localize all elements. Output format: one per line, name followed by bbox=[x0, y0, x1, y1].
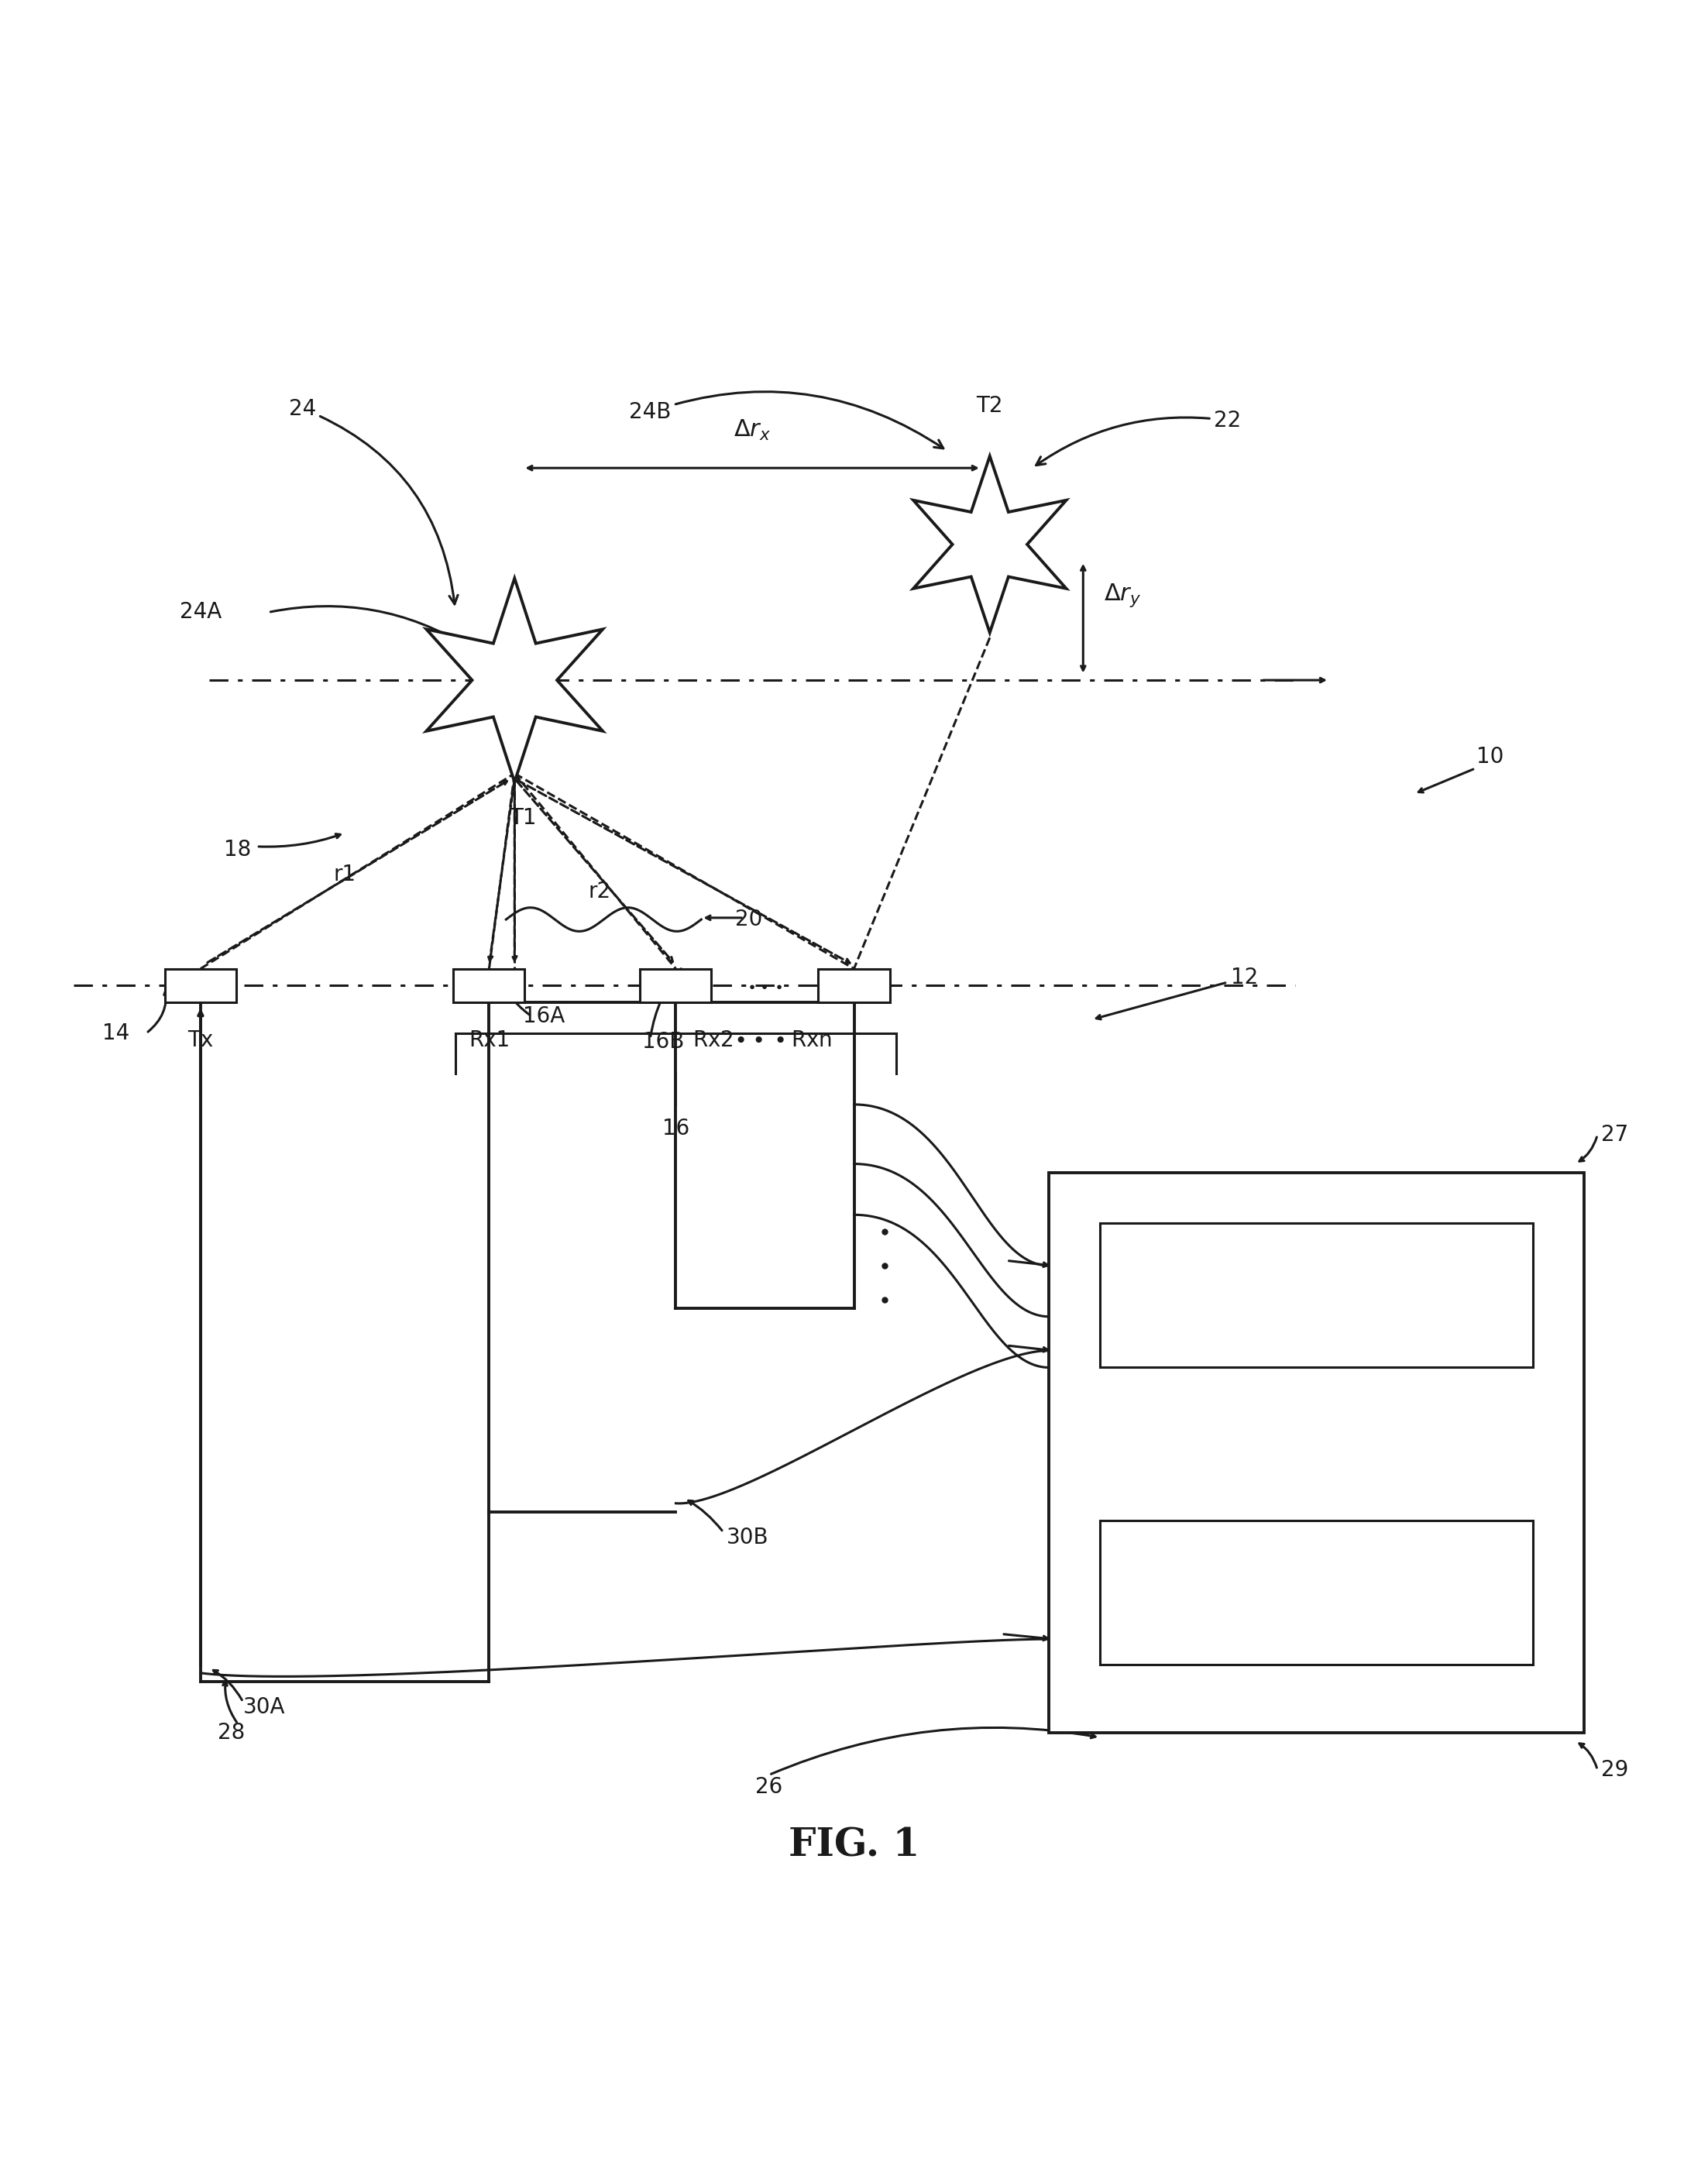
Text: Rx2$\bullet\bullet\bullet$Rxn: Rx2$\bullet\bullet\bullet$Rxn bbox=[693, 1029, 832, 1051]
Polygon shape bbox=[914, 455, 1066, 632]
Text: $\bullet\bullet\bullet$: $\bullet\bullet\bullet$ bbox=[746, 978, 782, 993]
Text: 24B: 24B bbox=[629, 391, 943, 449]
Text: 12: 12 bbox=[1231, 967, 1259, 988]
Bar bbox=[1049, 1172, 1583, 1733]
Bar bbox=[640, 969, 712, 1003]
Text: 30: 30 bbox=[1083, 1230, 1110, 1252]
Text: 30A: 30A bbox=[243, 1696, 285, 1718]
Bar bbox=[166, 969, 236, 1003]
Text: 22: 22 bbox=[1037, 410, 1242, 466]
Text: 10: 10 bbox=[1477, 747, 1505, 768]
Text: PROCESSOR: PROCESSOR bbox=[1250, 1284, 1383, 1306]
Text: r2: r2 bbox=[588, 880, 611, 902]
Text: 18: 18 bbox=[224, 839, 251, 861]
Text: 16: 16 bbox=[663, 1118, 690, 1139]
Bar bbox=[1100, 1519, 1532, 1664]
Text: 16A: 16A bbox=[523, 1006, 565, 1027]
Text: RECEIVER: RECEIVER bbox=[1262, 1582, 1370, 1603]
Text: $\Delta r_x$: $\Delta r_x$ bbox=[733, 419, 770, 442]
Text: FIG. 1: FIG. 1 bbox=[789, 1828, 919, 1865]
Text: 27: 27 bbox=[1600, 1124, 1628, 1146]
Text: Rx1: Rx1 bbox=[468, 1029, 509, 1051]
Text: r1: r1 bbox=[333, 863, 355, 885]
Text: 16B: 16B bbox=[642, 1032, 683, 1053]
Text: 24A: 24A bbox=[179, 602, 222, 624]
Text: 14: 14 bbox=[102, 1023, 130, 1044]
Text: Tx: Tx bbox=[188, 1029, 214, 1051]
Bar bbox=[453, 969, 524, 1003]
Text: 26: 26 bbox=[755, 1776, 782, 1798]
Bar bbox=[818, 969, 890, 1003]
Text: 29: 29 bbox=[1600, 1759, 1628, 1780]
Text: 30B: 30B bbox=[726, 1526, 769, 1547]
Polygon shape bbox=[427, 578, 603, 781]
Text: $\Delta r_y$: $\Delta r_y$ bbox=[1103, 583, 1141, 609]
Bar bbox=[1100, 1224, 1532, 1368]
Text: 20: 20 bbox=[734, 909, 762, 930]
Text: 24: 24 bbox=[289, 397, 458, 604]
Text: CONTROLLER: CONTROLLER bbox=[1243, 1424, 1389, 1446]
Text: 28: 28 bbox=[217, 1722, 244, 1744]
Text: T2: T2 bbox=[977, 395, 1003, 416]
Text: T1: T1 bbox=[509, 807, 536, 829]
